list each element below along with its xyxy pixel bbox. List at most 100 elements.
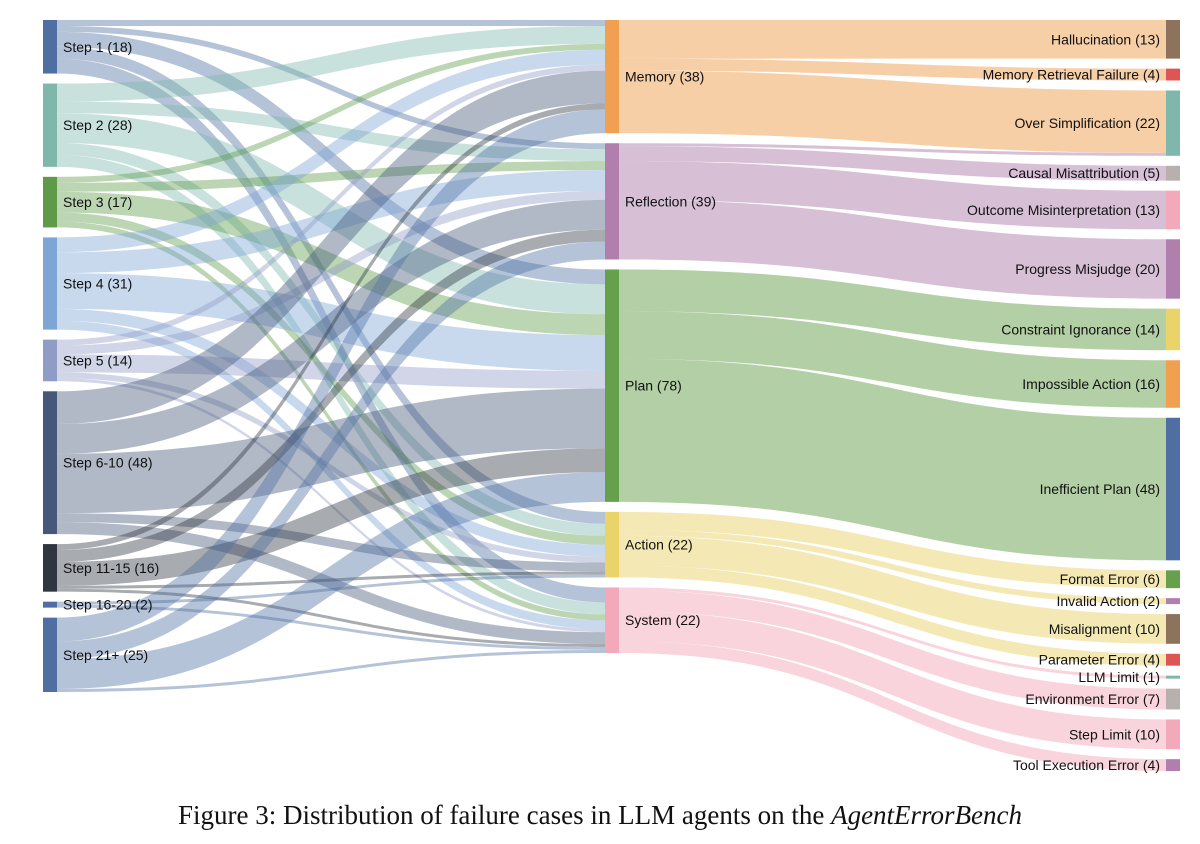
- sankey-label-plan: Plan (78): [625, 378, 682, 394]
- sankey-link-s3-to-plan: [57, 191, 605, 336]
- sankey-label-outcome-misinterpretation: Outcome Misinterpretation (13): [967, 202, 1160, 218]
- sankey-label-step-4: Step 4 (31): [63, 276, 132, 292]
- sankey-link-s5-to-ref: [57, 190, 605, 355]
- sankey-node-step-21: [43, 617, 57, 692]
- sankey-label-memory-retrieval-failure: Memory Retrieval Failure (4): [983, 67, 1160, 83]
- sankey-node-system: [605, 587, 619, 653]
- sankey-link-act-to-mis: [619, 535, 1166, 644]
- sankey-label-misalignment: Misalignment (10): [1049, 621, 1160, 637]
- sankey-label-llm-limit: LLM Limit (1): [1078, 669, 1160, 685]
- sankey-node-causal-misattribution: [1166, 165, 1180, 181]
- sankey-link-s6-to-plan: [57, 388, 605, 514]
- caption-text: Figure 3: Distribution of failure cases …: [177, 800, 832, 830]
- sankey-label-reflection: Reflection (39): [625, 193, 716, 209]
- sankey-node-misalignment: [1166, 614, 1180, 644]
- sankey-link-ref-to-ovs: [619, 143, 1166, 156]
- sankey-label-hallucination: Hallucination (13): [1051, 31, 1160, 47]
- sankey-node-step-6-10: [43, 391, 57, 535]
- sankey-link-ref-to-cma: [619, 146, 1166, 181]
- sankey-link-s11-to-plan: [57, 448, 605, 586]
- sankey-link-s11-to-sys: [57, 588, 605, 648]
- sankey-link-s21-to-sys: [57, 650, 605, 692]
- sankey-node-action: [605, 511, 619, 578]
- sankey-link-s16-to-sys: [57, 604, 605, 651]
- sankey-link-s3-to-mem: [57, 43, 605, 183]
- sankey-chart: Step 1 (18) Step 2 (28) Step 3 (17) Step 4 …: [43, 20, 1180, 773]
- sankey-links: [57, 20, 1166, 772]
- sankey-link-mem-to-mrf: [619, 58, 1166, 81]
- sankey-node-step-limit: [1166, 719, 1180, 750]
- sankey-link-s2-to-plan: [57, 113, 605, 315]
- sankey-link-sys-to-stl: [619, 611, 1166, 750]
- sankey-label-step-16-20: Step 16-20 (2): [63, 597, 153, 613]
- sankey-label-tool-execution-error: Tool Execution Error (4): [1013, 757, 1160, 773]
- sankey-link-sys-to-llm: [619, 587, 1166, 679]
- sankey-node-constraint-ignorance: [1166, 308, 1180, 351]
- sankey-link-plan-to-cig: [619, 269, 1166, 351]
- sankey-label-causal-misattribution: Causal Misattribution (5): [1008, 165, 1160, 181]
- sankey-label-progress-misjudge: Progress Misjudge (20): [1015, 261, 1160, 277]
- sankey-link-s4-to-ref: [57, 170, 605, 274]
- sankey-link-s6-to-act: [57, 513, 605, 572]
- sankey-label-system: System (22): [625, 612, 700, 628]
- sankey-label-environment-error: Environment Error (7): [1025, 691, 1160, 707]
- sankey-node-environment-error: [1166, 688, 1180, 710]
- sankey-link-s4-to-mem: [57, 49, 605, 253]
- sankey-link-plan-to-ima: [619, 311, 1166, 408]
- sankey-link-s5-to-sys: [57, 378, 605, 633]
- sankey-label-step-limit: Step Limit (10): [1069, 726, 1160, 742]
- sankey-node-step-3: [43, 176, 57, 228]
- sankey-link-act-to-pae: [619, 565, 1166, 666]
- sankey-link-s16-to-act: [57, 574, 605, 605]
- sankey-node-memory: [605, 20, 619, 134]
- sankey-link-s6-to-ref: [57, 199, 605, 454]
- sankey-link-s11-to-mem: [57, 103, 605, 551]
- figure-caption: Figure 3: Distribution of failure cases …: [0, 800, 1200, 831]
- sankey-node-tool-execution-error: [1166, 759, 1180, 772]
- sankey-link-s11-to-act: [57, 571, 605, 589]
- sankey-node-step-1: [43, 20, 57, 74]
- sankey-link-ref-to-pmj: [619, 199, 1166, 299]
- sankey-link-s1-to-plan: [57, 31, 605, 285]
- sankey-label-step-5: Step 5 (14): [63, 352, 132, 368]
- sankey-link-s21-to-ref: [57, 241, 605, 660]
- sankey-label-inefficient-plan: Inefficient Plan (48): [1040, 481, 1160, 497]
- sankey-node-impossible-action: [1166, 360, 1180, 408]
- sankey-link-s1-to-sys: [57, 58, 605, 603]
- sankey-node-invalid-action: [1166, 598, 1180, 605]
- sankey-label-action: Action (22): [625, 537, 693, 553]
- sankey-node-progress-misjudge: [1166, 239, 1180, 299]
- sankey-node-step-16-20: [43, 601, 57, 608]
- sankey-link-s5-to-act: [57, 372, 605, 563]
- sankey-link-s1-to-mem: [57, 20, 605, 26]
- sankey-label-over-simplification: Over Simplification (22): [1015, 115, 1161, 131]
- sankey-link-s3-to-sys: [57, 221, 605, 621]
- sankey-link-act-to-fme: [619, 511, 1166, 589]
- sankey-link-s11-to-ref: [57, 229, 605, 562]
- sankey-label-step-6-10: Step 6-10 (48): [63, 455, 153, 471]
- sankey-node-inefficient-plan: [1166, 417, 1180, 561]
- sankey-label-step-3: Step 3 (17): [63, 194, 132, 210]
- sankey-link-s5-to-plan: [57, 354, 605, 389]
- sankey-label-impossible-action: Impossible Action (16): [1022, 376, 1160, 392]
- sankey-link-s4-to-plan: [57, 273, 605, 371]
- sankey-link-s2-to-act: [57, 143, 605, 536]
- sankey-node-hallucination: [1166, 20, 1180, 59]
- sankey-node-step-11-15: [43, 544, 57, 592]
- sankey-link-s5-to-mem: [57, 64, 605, 346]
- sankey-node-outcome-misinterpretation: [1166, 190, 1180, 230]
- sankey-label-format-error: Format Error (6): [1060, 571, 1160, 587]
- sankey-nodes: [43, 20, 1180, 772]
- sankey-label-memory: Memory (38): [625, 69, 704, 85]
- sankey-link-s3-to-act: [57, 212, 605, 545]
- caption-benchmark-name: AgentErrorBench: [831, 800, 1023, 830]
- sankey-label-step-21: Step 21+ (25): [63, 647, 148, 663]
- sankey-node-plan: [605, 269, 619, 502]
- sankey-link-sys-to-tee: [619, 641, 1166, 772]
- sankey-link-s1-to-act: [57, 46, 605, 524]
- sankey-node-step-5: [43, 339, 57, 382]
- sankey-link-s1-to-ref: [57, 25, 605, 150]
- sankey-link-s2-to-sys: [57, 154, 605, 615]
- sankey-labels: Step 1 (18) Step 2 (28) Step 3 (17) Step 4 …: [63, 31, 1160, 773]
- sankey-link-s3-to-ref: [57, 161, 605, 192]
